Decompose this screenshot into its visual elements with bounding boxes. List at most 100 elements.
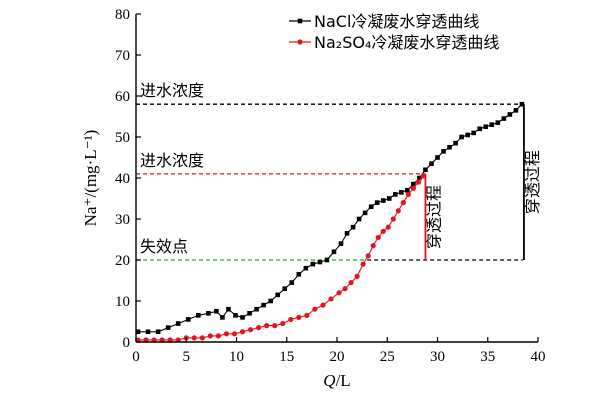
data-point (275, 292, 281, 298)
data-point (385, 224, 391, 230)
x-tick-label: 30 (430, 349, 445, 365)
data-point (247, 311, 252, 316)
reference-line-label: 失效点 (140, 237, 188, 256)
data-point (226, 306, 231, 312)
data-point (375, 234, 381, 241)
data-point (282, 286, 288, 291)
legend-label: Na₂SO₄冷凝废水穿透曲线 (314, 33, 499, 52)
data-point (231, 331, 238, 337)
data-point (395, 208, 401, 214)
data-point (303, 265, 309, 271)
data-point (296, 314, 302, 320)
data-point (254, 306, 259, 312)
data-point (317, 259, 323, 265)
data-point (135, 337, 141, 343)
data-point (268, 298, 273, 304)
y-tick-label: 0 (123, 335, 131, 351)
series-line (138, 175, 424, 341)
breakthrough-label: 穿透过程 (424, 185, 443, 249)
data-point (471, 130, 476, 136)
y-tick-label: 20 (115, 253, 130, 269)
y-tick-label: 70 (115, 48, 130, 64)
data-point (191, 335, 197, 341)
x-tick-label: 40 (531, 349, 546, 365)
data-point (354, 273, 360, 279)
data-point (405, 191, 411, 197)
data-point (405, 188, 410, 193)
data-point (360, 261, 366, 267)
data-point (239, 329, 246, 335)
data-point (410, 185, 416, 191)
x-tick-label: 15 (279, 349, 294, 365)
data-point (423, 167, 428, 173)
data-point (370, 243, 376, 249)
x-tick-label: 5 (183, 349, 191, 365)
breakthrough-label: 穿透过程 (523, 150, 542, 214)
reference-lines (136, 103, 523, 261)
data-point (392, 192, 398, 197)
data-point (374, 200, 380, 205)
x-tick-label: 20 (330, 349, 345, 365)
data-point (196, 313, 201, 318)
data-point (459, 134, 464, 140)
series-group (135, 101, 525, 343)
data-point (501, 116, 507, 121)
y-tick-label: 10 (115, 294, 130, 310)
y-tick-label: 80 (115, 7, 130, 23)
data-point (362, 210, 368, 216)
data-point (519, 101, 525, 107)
data-point (386, 196, 392, 201)
data-point (441, 149, 446, 154)
data-point (350, 224, 356, 230)
x-axis-label: Q/L (323, 371, 350, 390)
data-point (214, 308, 219, 314)
data-point (280, 320, 286, 327)
data-point (272, 323, 278, 329)
data-point (435, 155, 440, 160)
data-point (507, 112, 513, 117)
data-point (400, 200, 406, 206)
data-point (331, 249, 337, 255)
data-point (312, 306, 318, 312)
data-point (135, 329, 141, 335)
data-point (328, 296, 334, 302)
data-point (483, 124, 489, 130)
legend-marker (297, 39, 303, 45)
data-point (175, 321, 181, 326)
data-point (399, 190, 404, 195)
data-point (342, 286, 348, 292)
data-point (420, 173, 427, 179)
data-point (261, 302, 266, 308)
ticks: 0 5 10 15 20 25 30 35 40 0 10 20 30 40 50 60 70 80 (115, 7, 546, 365)
data-point (365, 253, 371, 259)
data-point (159, 337, 165, 343)
y-tick-label: 40 (115, 171, 130, 187)
data-point (465, 132, 470, 138)
data-point (207, 333, 213, 339)
data-point (356, 216, 362, 222)
reference-line-label: 进水浓度 (140, 81, 204, 100)
y-tick-label: 60 (115, 89, 130, 105)
data-point (348, 279, 354, 286)
data-point (447, 144, 452, 150)
data-point (380, 228, 386, 234)
data-point (175, 337, 181, 343)
reference-line-label: 进水浓度 (140, 151, 204, 170)
data-point (256, 325, 262, 331)
data-point (429, 161, 434, 166)
x-axis-label-variable: Q (323, 371, 335, 390)
data-point (289, 280, 295, 285)
data-point (320, 302, 326, 308)
data-point (143, 337, 149, 343)
data-point (411, 181, 416, 187)
data-point (477, 126, 483, 132)
data-point (167, 337, 173, 343)
data-point (264, 323, 270, 329)
x-axis-label-unit: /L (336, 371, 351, 390)
x-tick-label: 35 (480, 349, 495, 365)
data-point (417, 175, 422, 181)
y-tick-label: 30 (115, 212, 130, 228)
data-point (368, 204, 374, 209)
